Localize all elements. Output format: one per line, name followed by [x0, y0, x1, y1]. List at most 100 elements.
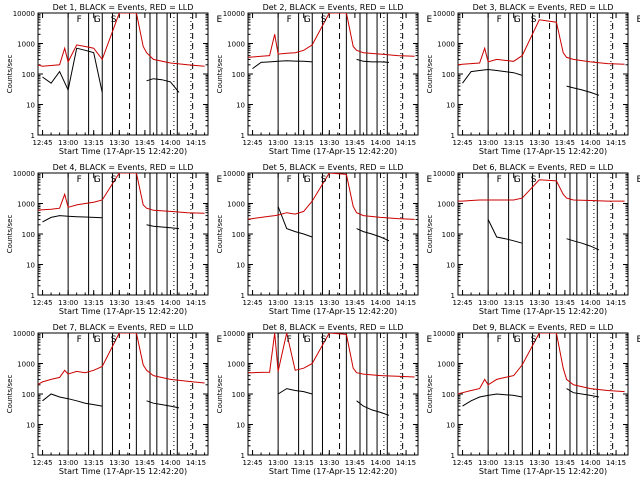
x-tick-label: 13:00 [478, 139, 498, 147]
y-tick-label: 1 [31, 132, 35, 140]
x-tick-label: 13:00 [268, 139, 288, 147]
x-axis-label: Start Time (17-Apr-15 12:42:20) [269, 147, 397, 156]
annotation-e: E [217, 335, 223, 345]
x-tick-label: 13:30 [109, 299, 129, 307]
chart-title: Det 3, BLACK = Events, RED = LLD [473, 3, 614, 12]
x-tick-label: 14:00 [370, 459, 390, 467]
annotation-i: I [304, 15, 307, 25]
plot-frame [247, 12, 419, 136]
marker-lines [487, 13, 614, 135]
marker-lines [277, 333, 404, 455]
y-tick-label: 10000 [433, 330, 455, 338]
series-line-events [277, 206, 390, 242]
y-tick-label: 1000 [227, 361, 245, 369]
annotation-i: I [514, 335, 517, 345]
series-line-events [462, 388, 600, 407]
x-tick-label: 13:15 [294, 459, 314, 467]
annotation-g: G [94, 335, 101, 345]
annotation-s: S [111, 335, 117, 345]
x-tick-label: 14:15 [606, 459, 626, 467]
x-tick-label: 13:30 [109, 459, 129, 467]
annotation-e: E [637, 15, 640, 25]
x-tick-label: 12:45 [452, 299, 472, 307]
x-tick-label: 13:45 [135, 299, 155, 307]
x-tick-label: 13:45 [345, 299, 365, 307]
annotation-i: I [94, 335, 97, 345]
annotation-g: G [304, 15, 311, 25]
y-tick-label: 10 [236, 262, 245, 270]
y-tick-label: 100 [22, 71, 35, 79]
series-line-events [277, 388, 390, 416]
y-tick-label: 1 [451, 132, 455, 140]
series-line-lld [458, 19, 625, 66]
annotation-g: G [304, 335, 311, 345]
series-line-lld [458, 333, 625, 395]
annotation-s: S [531, 15, 537, 25]
y-tick-label: 100 [442, 71, 455, 79]
plot-frame [37, 172, 209, 296]
marker-lines [277, 13, 404, 135]
chart-title: Det 7, BLACK = Events, RED = LLD [53, 323, 194, 332]
y-tick-label: 100 [442, 391, 455, 399]
x-tick-label: 13:00 [478, 459, 498, 467]
annotation-g: G [514, 335, 521, 345]
annotation-f: F [287, 175, 292, 185]
y-tick-label: 1 [31, 292, 35, 300]
x-axis-label: Start Time (17-Apr-15 12:42:20) [479, 307, 607, 316]
annotation-g: G [304, 175, 311, 185]
y-tick-label: 10 [446, 422, 455, 430]
x-tick-label: 14:00 [370, 299, 390, 307]
chart-panel-7: Det 7, BLACK = Events, RED = LLD 1 10 100 10… [6, 323, 223, 476]
y-tick-label: 1 [451, 292, 455, 300]
chart-panel-4: Det 4, BLACK = Events, RED = LLD 1 10 100 10… [6, 163, 223, 316]
x-tick-label: 12:45 [242, 299, 262, 307]
chart-panel-5: Det 5, BLACK = Events, RED = LLD 1 10 100 10… [216, 163, 433, 316]
x-tick-label: 13:45 [555, 299, 575, 307]
y-axis-label: Counts/sec [216, 215, 224, 254]
y-tick-label: 10000 [223, 10, 245, 18]
chart-title: Det 2, BLACK = Events, RED = LLD [263, 3, 404, 12]
annotation-f: F [497, 335, 502, 345]
plot-frame [37, 12, 209, 136]
annotation-f: F [497, 15, 502, 25]
marker-lines [487, 173, 614, 295]
y-axis-label: Counts/sec [6, 375, 14, 414]
marker-lines [487, 333, 614, 455]
x-axis-label: Start Time (17-Apr-15 12:42:20) [479, 147, 607, 156]
chart-title: Det 4, BLACK = Events, RED = LLD [53, 163, 194, 172]
y-tick-label: 10 [236, 102, 245, 110]
x-axis-label: Start Time (17-Apr-15 12:42:20) [479, 467, 607, 476]
y-tick-label: 1000 [437, 201, 455, 209]
x-tick-label: 12:45 [32, 299, 52, 307]
annotation-f: F [287, 15, 292, 25]
x-tick-label: 13:45 [135, 139, 155, 147]
annotation-i: I [94, 15, 97, 25]
x-tick-label: 13:00 [58, 139, 78, 147]
x-tick-label: 13:30 [319, 299, 339, 307]
annotation-e: E [637, 335, 640, 345]
marker-lines [67, 13, 194, 135]
annotation-f: F [77, 335, 82, 345]
series-line-events [42, 47, 180, 93]
y-axis-label: Counts/sec [426, 55, 434, 94]
annotation-g: G [94, 15, 101, 25]
x-axis-label: Start Time (17-Apr-15 12:42:20) [269, 467, 397, 476]
marker-lines [67, 173, 194, 295]
x-tick-label: 14:00 [370, 139, 390, 147]
y-axis-label: Counts/sec [6, 55, 14, 94]
chart-title: Det 6, BLACK = Events, RED = LLD [473, 163, 614, 172]
chart-panel-8: Det 8, BLACK = Events, RED = LLD 1 10 100 10… [216, 323, 433, 476]
series-line-lld [248, 333, 415, 378]
annotation-s: S [111, 15, 117, 25]
y-tick-label: 1000 [227, 41, 245, 49]
x-tick-label: 13:45 [345, 459, 365, 467]
x-tick-label: 14:00 [160, 459, 180, 467]
x-tick-label: 12:45 [32, 139, 52, 147]
x-tick-label: 13:00 [58, 459, 78, 467]
marker-lines [67, 333, 194, 455]
x-axis-label: Start Time (17-Apr-15 12:42:20) [59, 467, 187, 476]
y-tick-label: 1 [241, 292, 245, 300]
annotation-i: I [304, 335, 307, 345]
y-tick-label: 1 [241, 132, 245, 140]
x-tick-label: 13:45 [555, 459, 575, 467]
